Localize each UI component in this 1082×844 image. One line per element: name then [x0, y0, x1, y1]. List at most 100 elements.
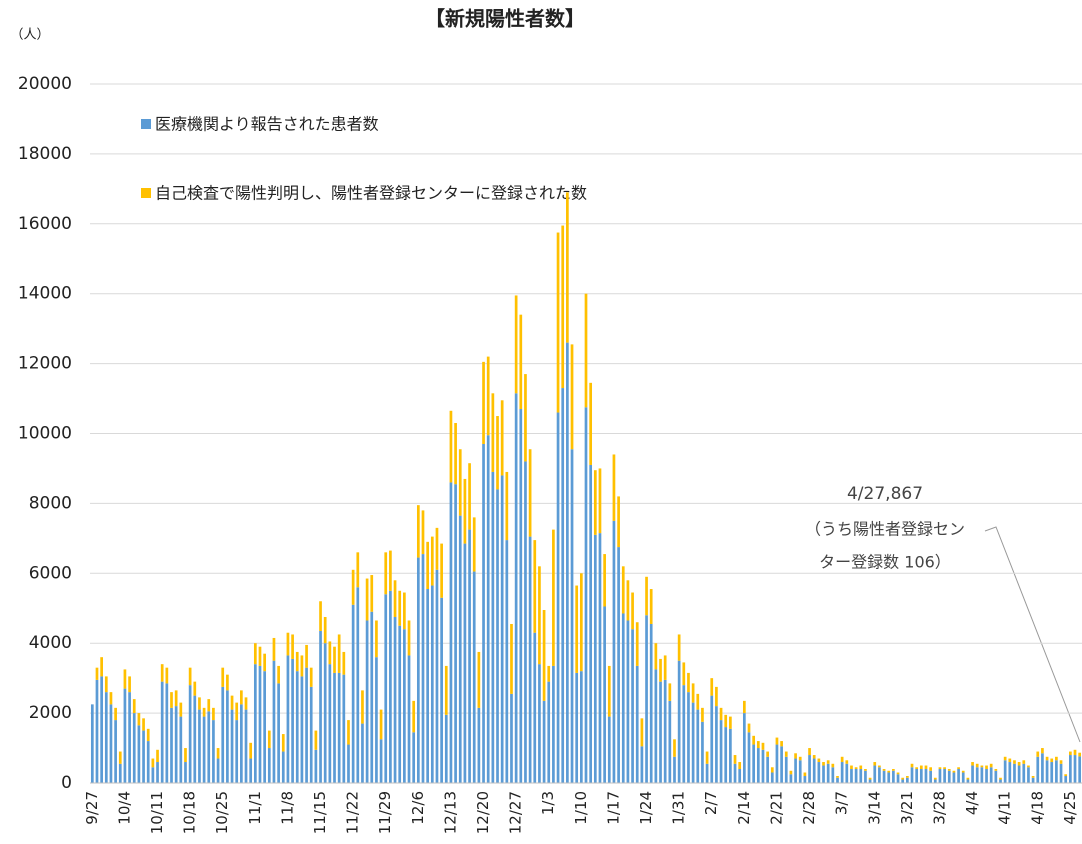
bar-segment: [1017, 765, 1021, 783]
bar-segment: [403, 629, 406, 783]
bar-segment: [659, 658, 662, 682]
bar-segment: [910, 763, 914, 768]
x-tick-label: 11/1: [246, 791, 264, 825]
bar-segment: [319, 601, 322, 631]
bar-segment: [724, 714, 728, 728]
bar-segment: [305, 644, 308, 668]
bar-segment: [449, 410, 453, 483]
bar-segment: [198, 709, 201, 783]
bar-segment: [957, 769, 960, 783]
bar-segment: [95, 679, 99, 783]
bar-segment: [421, 510, 425, 555]
annotation: （うち陽性者登録セン: [805, 520, 965, 539]
bar-segment: [244, 709, 248, 783]
bar-segment: [472, 517, 476, 572]
bar-segment: [351, 569, 355, 605]
bar-segment: [258, 646, 262, 666]
bar-segment: [519, 314, 523, 410]
bar-segment: [705, 763, 709, 783]
bar-segment: [1050, 758, 1054, 763]
x-tick-label: 10/4: [115, 791, 133, 825]
bar-segment: [579, 573, 583, 672]
bar-segment: [104, 692, 108, 783]
bar-segment: [733, 763, 737, 783]
bar-segment: [193, 695, 197, 783]
bar-segment: [803, 776, 807, 783]
bar-segment: [901, 779, 905, 783]
bar-segment: [980, 767, 984, 783]
bar-segment: [179, 716, 183, 783]
bar-segment: [901, 777, 905, 780]
bar-segment: [123, 688, 127, 783]
bar-segment: [398, 590, 402, 626]
bar-segment: [230, 709, 234, 783]
bar-segment: [915, 767, 919, 770]
bar-segment: [202, 707, 206, 717]
bar-segment: [552, 665, 555, 783]
bar-segment: [281, 734, 285, 752]
bar-segment: [365, 620, 369, 783]
bar-segment: [267, 748, 271, 783]
bar-segment: [1059, 760, 1063, 764]
y-tick-label: 18000: [18, 144, 72, 164]
bar-segment: [836, 777, 839, 783]
legend-label: 自己検査で陽性判明し、陽性者登録センターに登録された数: [155, 184, 587, 203]
bar-segment: [798, 756, 802, 761]
bar-segment: [524, 461, 527, 783]
bar-segment: [398, 625, 402, 783]
bar-segment: [90, 704, 94, 783]
bar-segment: [416, 557, 420, 783]
bar-segment: [766, 756, 769, 783]
bar-segment: [780, 741, 783, 747]
bar-segment: [631, 629, 634, 783]
bar-segment: [635, 665, 639, 783]
bar-segment: [547, 681, 551, 783]
bar-segment: [500, 400, 504, 476]
bar-segment: [794, 758, 797, 783]
bar-segment: [752, 744, 756, 783]
y-tick-label: 0: [61, 773, 72, 793]
bar-segment: [426, 541, 430, 590]
bar-segment: [421, 554, 425, 783]
bar-segment: [430, 585, 434, 783]
bar-segment: [579, 671, 583, 783]
bar-segment: [691, 683, 695, 703]
bar-segment: [561, 225, 565, 389]
bar-segment: [687, 672, 690, 693]
bar-segment: [468, 463, 471, 530]
bar-segment: [1022, 763, 1026, 783]
bar-segment: [361, 723, 364, 783]
bar-segment: [864, 770, 867, 783]
bar-segment: [361, 690, 364, 724]
bar-segment: [379, 709, 383, 740]
bar-segment: [673, 756, 676, 783]
bar-segment: [854, 767, 858, 770]
bar-segment: [221, 686, 225, 783]
bar-segment: [1013, 760, 1016, 764]
chart-title: 【新規陽性者数】: [425, 7, 585, 31]
legend-label: 医療機関より報告された患者数: [155, 115, 379, 134]
x-tick-label: 10/25: [213, 791, 231, 834]
bar-segment: [784, 756, 788, 783]
bar-segment: [831, 767, 835, 783]
bar-segment: [561, 388, 565, 783]
bar-segment: [510, 693, 513, 783]
bar-segment: [1078, 756, 1082, 783]
bar-segment: [1027, 765, 1030, 768]
x-tick-label: 1/31: [670, 791, 688, 825]
x-tick-label: 12/27: [507, 791, 525, 834]
bar-segment: [426, 589, 430, 783]
bar-segment: [971, 765, 974, 783]
bar-segment: [878, 767, 881, 783]
bar-segment: [1064, 774, 1068, 777]
bar-segment: [887, 770, 891, 773]
bar-segment: [919, 769, 923, 783]
x-tick-label: 3/7: [833, 791, 851, 815]
bar-segment: [370, 611, 374, 783]
bar-segment: [570, 449, 574, 783]
bar-segment: [906, 776, 909, 778]
bar-segment: [938, 769, 942, 783]
bar-segment: [980, 765, 984, 768]
bar-segment: [496, 489, 499, 783]
bar-segment: [216, 758, 220, 783]
